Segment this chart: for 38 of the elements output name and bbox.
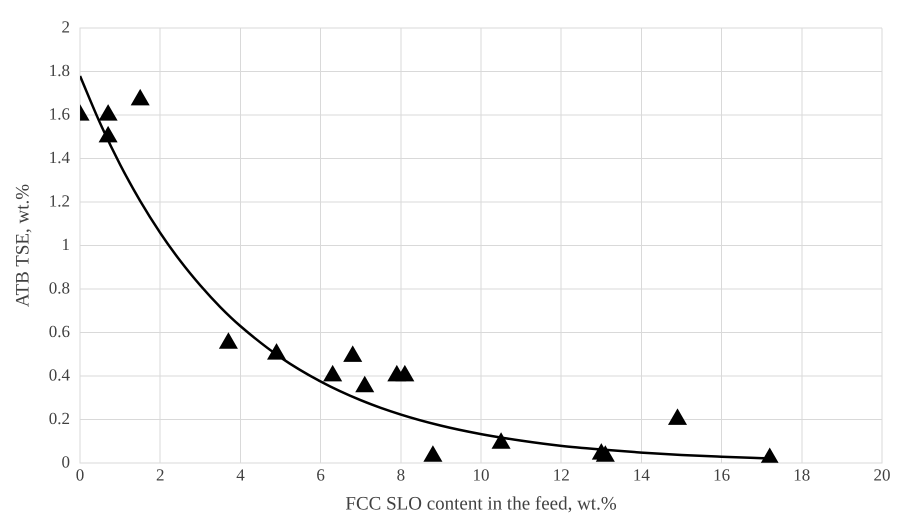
y-tick-label: 0 <box>62 452 70 472</box>
point <box>131 89 150 106</box>
x-tick-label: 14 <box>632 465 650 484</box>
x-tick-label: 10 <box>472 465 490 484</box>
point <box>219 332 238 349</box>
y-tick-label: 0.4 <box>48 365 71 384</box>
y-tick-label: 0.8 <box>48 278 70 298</box>
y-tick-label: 0.2 <box>48 408 70 428</box>
point <box>344 346 362 362</box>
point <box>424 446 442 462</box>
x-tick-label: 4 <box>236 465 246 484</box>
point <box>760 448 779 463</box>
x-tick-label: 20 <box>874 465 890 484</box>
point <box>98 104 118 121</box>
x-tick-label: 8 <box>396 465 406 484</box>
point <box>267 344 286 360</box>
point <box>668 408 687 425</box>
y-tick-label: 0.6 <box>48 322 70 341</box>
y-tick-label: 1.8 <box>48 61 70 80</box>
x-tick-label: 6 <box>316 465 325 484</box>
y-tick-label: 1 <box>62 234 70 254</box>
y-axis-title: ATB TSE, wt.% <box>12 184 34 308</box>
point <box>492 432 510 449</box>
y-tick-label: 2 <box>62 18 70 37</box>
x-tick-label: 0 <box>76 465 84 484</box>
x-tick-label: 16 <box>713 465 730 484</box>
point <box>98 126 118 142</box>
x-tick-label: 18 <box>793 465 810 484</box>
point <box>356 376 374 392</box>
x-tick-label: 12 <box>552 465 570 484</box>
point <box>324 365 342 382</box>
x-axis-title: FCC SLO content in the feed, wt.% <box>345 494 617 515</box>
y-tick-label: 1.6 <box>48 104 70 124</box>
x-tick-label: 2 <box>156 465 164 484</box>
point <box>596 446 614 462</box>
y-tick-label: 1.2 <box>48 192 70 211</box>
y-tick-label: 1.4 <box>48 148 71 168</box>
point <box>396 365 414 382</box>
